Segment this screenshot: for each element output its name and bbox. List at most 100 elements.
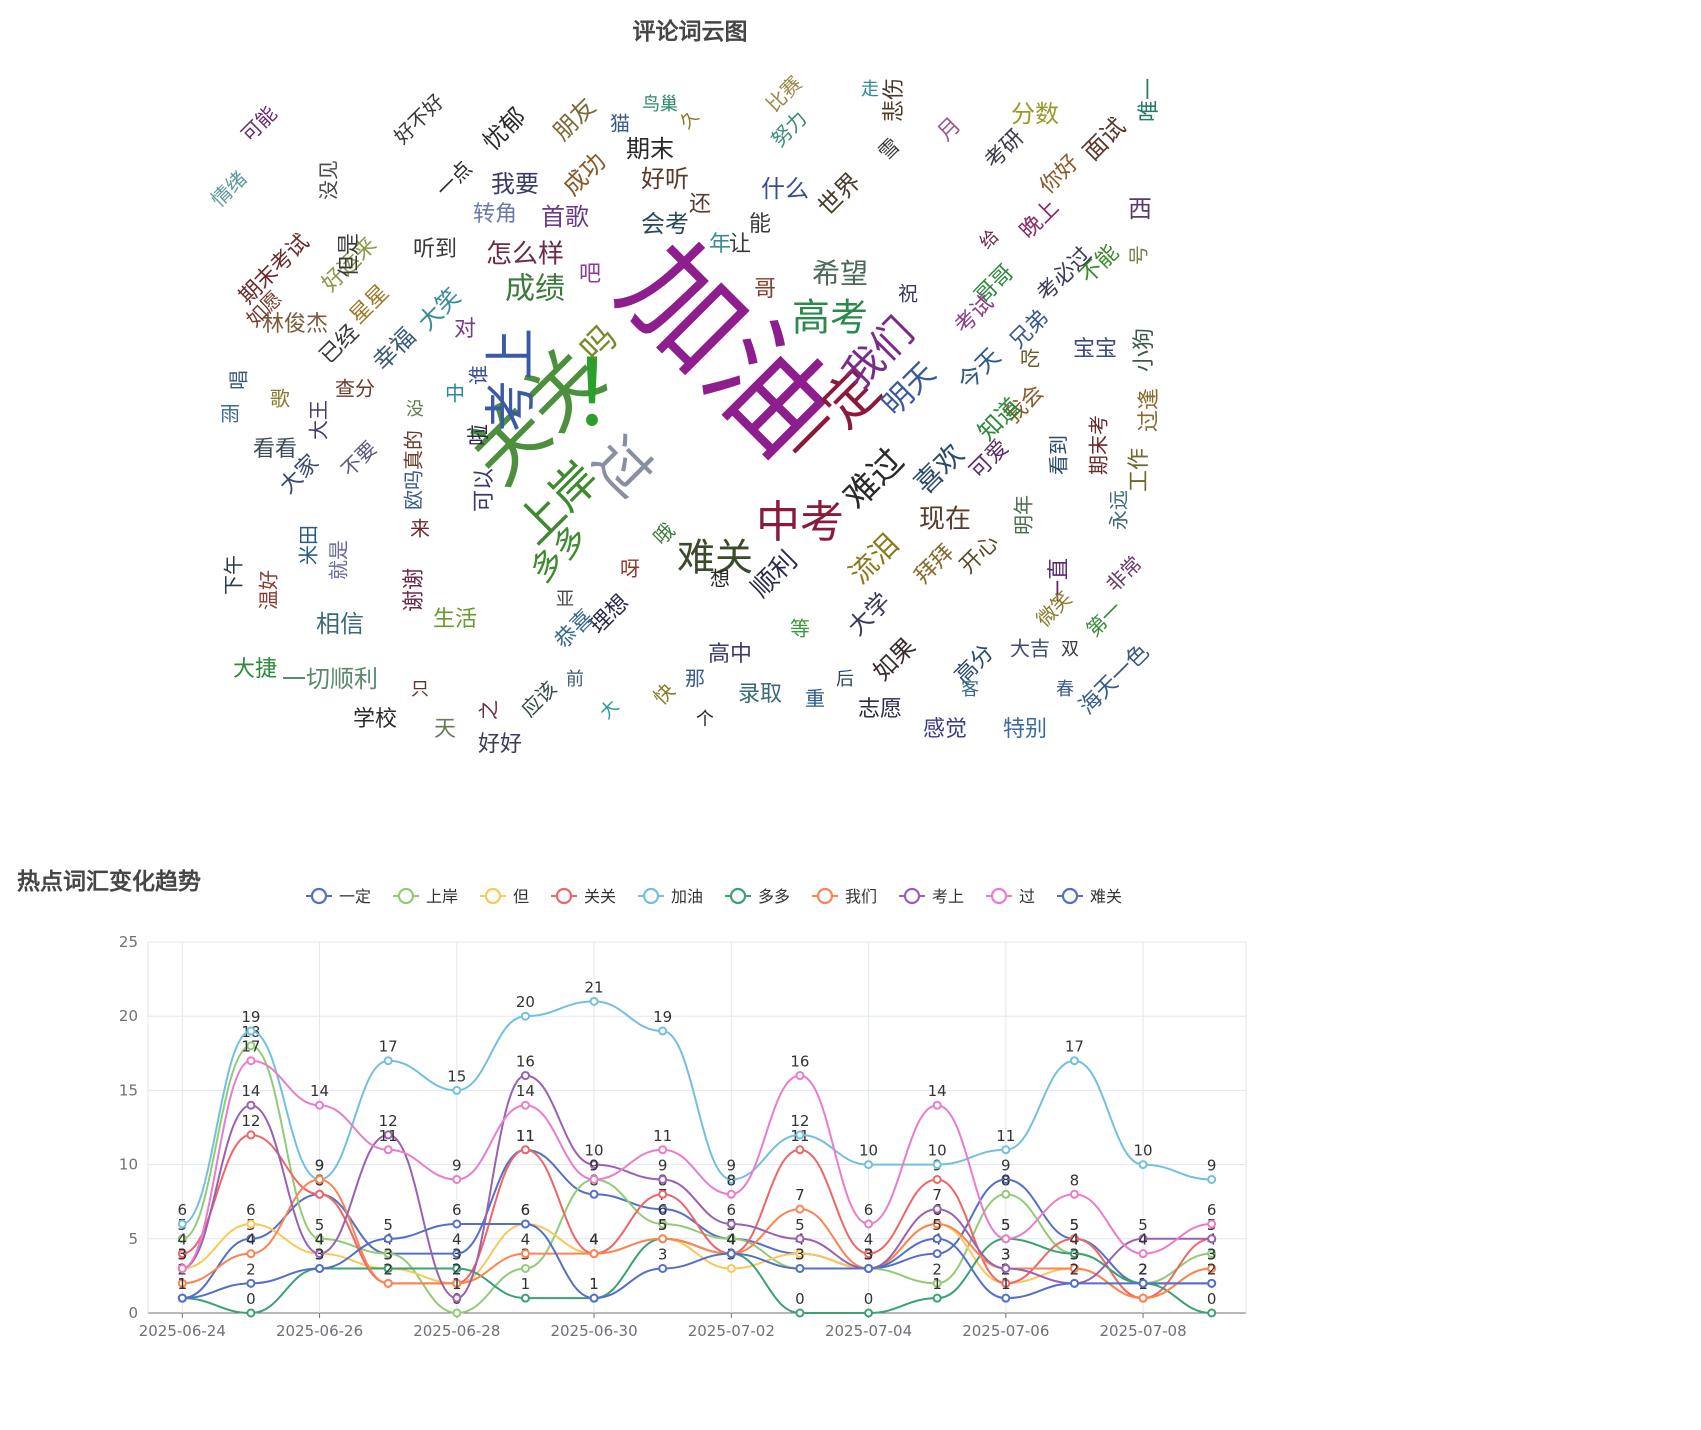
data-point[interactable] bbox=[177, 1219, 187, 1229]
data-point[interactable] bbox=[520, 1011, 530, 1021]
data-point[interactable] bbox=[246, 1234, 256, 1244]
data-point[interactable] bbox=[726, 1249, 736, 1259]
data-point[interactable] bbox=[1001, 1174, 1011, 1184]
data-point[interactable] bbox=[246, 1041, 256, 1051]
data-point[interactable] bbox=[315, 1263, 325, 1273]
data-point[interactable] bbox=[520, 1219, 530, 1229]
data-point[interactable] bbox=[726, 1263, 736, 1273]
data-point[interactable] bbox=[452, 1174, 462, 1184]
data-point[interactable] bbox=[932, 1249, 942, 1259]
data-point[interactable] bbox=[1069, 1234, 1079, 1244]
data-point[interactable] bbox=[383, 1130, 393, 1140]
data-point[interactable] bbox=[246, 1100, 256, 1110]
data-point[interactable] bbox=[315, 1234, 325, 1244]
data-point[interactable] bbox=[315, 1249, 325, 1259]
data-point[interactable] bbox=[1207, 1174, 1217, 1184]
data-point[interactable] bbox=[520, 1071, 530, 1081]
data-point[interactable] bbox=[246, 1249, 256, 1259]
data-point[interactable] bbox=[864, 1263, 874, 1273]
data-point[interactable] bbox=[932, 1204, 942, 1214]
data-point[interactable] bbox=[1138, 1160, 1148, 1170]
data-point[interactable] bbox=[658, 1189, 668, 1199]
data-point[interactable] bbox=[177, 1293, 187, 1303]
data-point[interactable] bbox=[1069, 1249, 1079, 1259]
data-point[interactable] bbox=[383, 1249, 393, 1259]
data-point[interactable] bbox=[726, 1189, 736, 1199]
data-point[interactable] bbox=[452, 1249, 462, 1259]
legend-item[interactable]: 考上 bbox=[899, 887, 964, 906]
data-point[interactable] bbox=[795, 1263, 805, 1273]
data-point[interactable] bbox=[177, 1278, 187, 1288]
data-point[interactable] bbox=[1138, 1234, 1148, 1244]
data-point[interactable] bbox=[589, 1189, 599, 1199]
data-point[interactable] bbox=[1001, 1189, 1011, 1199]
data-point[interactable] bbox=[795, 1249, 805, 1259]
data-point[interactable] bbox=[932, 1234, 942, 1244]
data-point[interactable] bbox=[795, 1071, 805, 1081]
data-point[interactable] bbox=[726, 1174, 736, 1184]
data-point[interactable] bbox=[1207, 1263, 1217, 1273]
data-point[interactable] bbox=[246, 1278, 256, 1288]
data-point[interactable] bbox=[246, 1308, 256, 1318]
data-point[interactable] bbox=[1138, 1293, 1148, 1303]
data-point[interactable] bbox=[452, 1219, 462, 1229]
data-point[interactable] bbox=[589, 1174, 599, 1184]
data-point[interactable] bbox=[932, 1160, 942, 1170]
data-point[interactable] bbox=[658, 1174, 668, 1184]
legend-item[interactable]: 过 bbox=[986, 887, 1035, 906]
data-point[interactable] bbox=[658, 1263, 668, 1273]
data-point[interactable] bbox=[932, 1174, 942, 1184]
data-point[interactable] bbox=[315, 1189, 325, 1199]
data-point[interactable] bbox=[315, 1100, 325, 1110]
data-point[interactable] bbox=[726, 1234, 736, 1244]
data-point[interactable] bbox=[864, 1219, 874, 1229]
data-point[interactable] bbox=[864, 1160, 874, 1170]
data-point[interactable] bbox=[589, 1293, 599, 1303]
data-point[interactable] bbox=[246, 1219, 256, 1229]
data-point[interactable] bbox=[932, 1100, 942, 1110]
data-point[interactable] bbox=[1138, 1278, 1148, 1288]
data-point[interactable] bbox=[177, 1249, 187, 1259]
data-point[interactable] bbox=[1207, 1219, 1217, 1229]
data-point[interactable] bbox=[932, 1219, 942, 1229]
data-point[interactable] bbox=[589, 996, 599, 1006]
data-point[interactable] bbox=[520, 1293, 530, 1303]
data-point[interactable] bbox=[452, 1263, 462, 1273]
data-point[interactable] bbox=[1069, 1189, 1079, 1199]
data-point[interactable] bbox=[383, 1234, 393, 1244]
data-point[interactable] bbox=[452, 1085, 462, 1095]
data-point[interactable] bbox=[795, 1204, 805, 1214]
data-point[interactable] bbox=[658, 1204, 668, 1214]
data-point[interactable] bbox=[177, 1263, 187, 1273]
data-point[interactable] bbox=[1069, 1056, 1079, 1066]
data-point[interactable] bbox=[520, 1100, 530, 1110]
legend-item[interactable]: 上岸 bbox=[393, 887, 458, 906]
legend-item[interactable]: 但 bbox=[480, 887, 529, 906]
data-point[interactable] bbox=[932, 1293, 942, 1303]
data-point[interactable] bbox=[795, 1145, 805, 1155]
data-point[interactable] bbox=[589, 1160, 599, 1170]
data-point[interactable] bbox=[1001, 1293, 1011, 1303]
data-point[interactable] bbox=[1001, 1263, 1011, 1273]
data-point[interactable] bbox=[1069, 1278, 1079, 1288]
data-point[interactable] bbox=[1207, 1249, 1217, 1259]
data-point[interactable] bbox=[1001, 1278, 1011, 1288]
data-point[interactable] bbox=[864, 1308, 874, 1318]
data-point[interactable] bbox=[1001, 1234, 1011, 1244]
data-point[interactable] bbox=[932, 1278, 942, 1288]
data-point[interactable] bbox=[246, 1130, 256, 1140]
data-point[interactable] bbox=[1069, 1263, 1079, 1273]
data-point[interactable] bbox=[520, 1145, 530, 1155]
data-point[interactable] bbox=[1207, 1278, 1217, 1288]
data-point[interactable] bbox=[452, 1308, 462, 1318]
data-point[interactable] bbox=[726, 1219, 736, 1229]
data-point[interactable] bbox=[658, 1234, 668, 1244]
data-point[interactable] bbox=[246, 1056, 256, 1066]
legend-item[interactable]: 难关 bbox=[1057, 887, 1122, 906]
data-point[interactable] bbox=[589, 1249, 599, 1259]
data-point[interactable] bbox=[383, 1145, 393, 1155]
data-point[interactable] bbox=[658, 1219, 668, 1229]
data-point[interactable] bbox=[795, 1308, 805, 1318]
data-point[interactable] bbox=[658, 1145, 668, 1155]
data-point[interactable] bbox=[1207, 1234, 1217, 1244]
